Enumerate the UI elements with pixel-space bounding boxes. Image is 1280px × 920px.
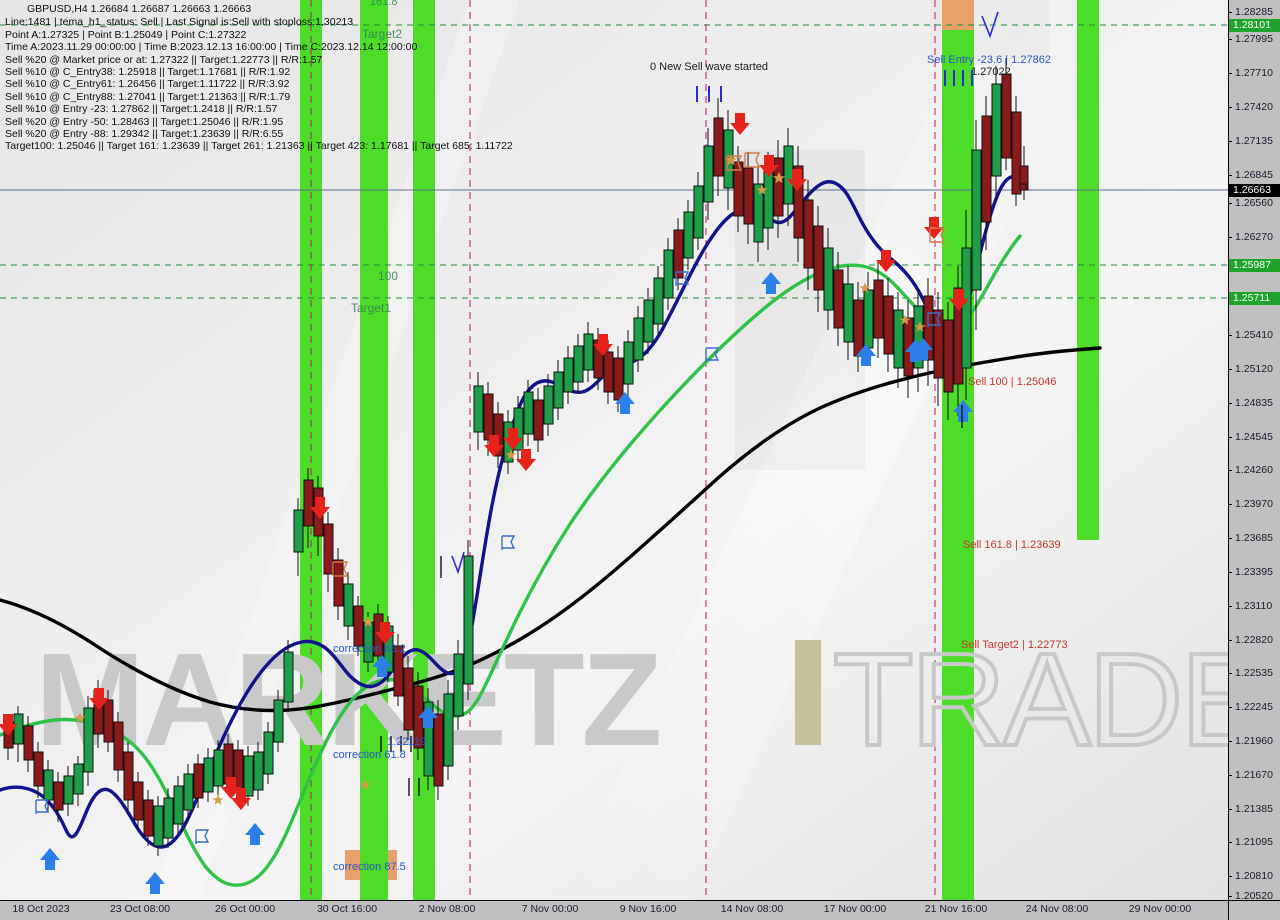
price-tick: 1.20520 bbox=[1229, 890, 1280, 903]
price-tick: 1.24835 bbox=[1229, 397, 1280, 410]
time-tick: 18 Oct 2023 bbox=[12, 903, 70, 915]
price-tick: 1.27420 bbox=[1229, 101, 1280, 114]
mid-moving-average-line bbox=[0, 234, 1022, 887]
time-tick: 24 Nov 08:00 bbox=[1025, 903, 1089, 915]
price-tick: 1.26845 bbox=[1229, 169, 1280, 182]
price-tick: 1.25120 bbox=[1229, 363, 1280, 376]
price-tick: 1.28285 bbox=[1229, 6, 1280, 19]
check-marks bbox=[451, 11, 999, 575]
time-tick: 7 Nov 00:00 bbox=[521, 903, 579, 915]
slow-moving-average-line bbox=[0, 346, 1102, 713]
price-tick: 1.22245 bbox=[1229, 701, 1280, 714]
time-tick: 2 Nov 08:00 bbox=[418, 903, 476, 915]
candlestick-series bbox=[3, 58, 1029, 856]
price-axis[interactable]: 1.28285 1.28101 1.27995 1.27710 1.27420 1.271… bbox=[1228, 0, 1280, 903]
time-tick: 9 Nov 16:00 bbox=[619, 903, 677, 915]
price-tick: 1.24260 bbox=[1229, 464, 1280, 477]
price-tick: 1.24545 bbox=[1229, 431, 1280, 444]
price-tick: 1.23970 bbox=[1229, 498, 1280, 511]
star-markers bbox=[74, 153, 926, 805]
chart-canvas: MARKETZ TRADE bbox=[0, 0, 1228, 900]
axis-corner bbox=[1228, 900, 1280, 920]
price-tick: 1.23685 bbox=[1229, 532, 1280, 545]
price-tick: 1.27995 bbox=[1229, 33, 1280, 46]
price-tick: 1.25410 bbox=[1229, 329, 1280, 342]
price-tick: 1.22535 bbox=[1229, 667, 1280, 680]
wave-tick-markers-dark bbox=[380, 405, 963, 796]
time-axis[interactable]: 18 Oct 2023 23 Oct 08:00 26 Oct 00:00 30 Oc… bbox=[0, 900, 1228, 920]
buy-signal-arrows bbox=[40, 272, 973, 894]
price-tick: 1.23110 bbox=[1229, 600, 1280, 613]
time-tick: 14 Nov 08:00 bbox=[720, 903, 784, 915]
price-tick: 1.21670 bbox=[1229, 769, 1280, 782]
price-tick: 1.26270 bbox=[1229, 231, 1280, 244]
time-tick: 26 Oct 00:00 bbox=[214, 903, 276, 915]
price-tick: 1.22820 bbox=[1229, 634, 1280, 647]
price-tick: 1.21960 bbox=[1229, 735, 1280, 748]
price-tick: 1.26560 bbox=[1229, 197, 1280, 210]
price-tick: 1.27710 bbox=[1229, 67, 1280, 80]
price-tick: 1.27135 bbox=[1229, 135, 1280, 148]
price-tick: 1.25711 bbox=[1229, 292, 1280, 305]
svg-text:TRADE: TRADE bbox=[833, 626, 1228, 773]
price-tick: 1.21385 bbox=[1229, 803, 1280, 816]
price-tick: 1.21095 bbox=[1229, 836, 1280, 849]
time-tick: 17 Nov 00:00 bbox=[823, 903, 887, 915]
wave-tick-markers bbox=[696, 70, 973, 102]
time-tick: 23 Oct 08:00 bbox=[109, 903, 171, 915]
time-tick: 30 Oct 16:00 bbox=[316, 903, 378, 915]
sell-signal-arrows bbox=[0, 113, 969, 810]
price-tick: 1.23395 bbox=[1229, 566, 1280, 579]
flag-markers bbox=[35, 152, 946, 844]
time-tick: 21 Nov 16:00 bbox=[924, 903, 988, 915]
time-tick: 29 Nov 00:00 bbox=[1128, 903, 1192, 915]
price-tick: 1.20810 bbox=[1229, 870, 1280, 883]
price-tick: 1.28101 bbox=[1229, 19, 1280, 32]
price-tick: 1.26663 bbox=[1229, 184, 1280, 197]
price-tick: 1.25987 bbox=[1229, 259, 1280, 272]
chart-plot-area[interactable]: MARKETZ TRADE bbox=[0, 0, 1228, 900]
